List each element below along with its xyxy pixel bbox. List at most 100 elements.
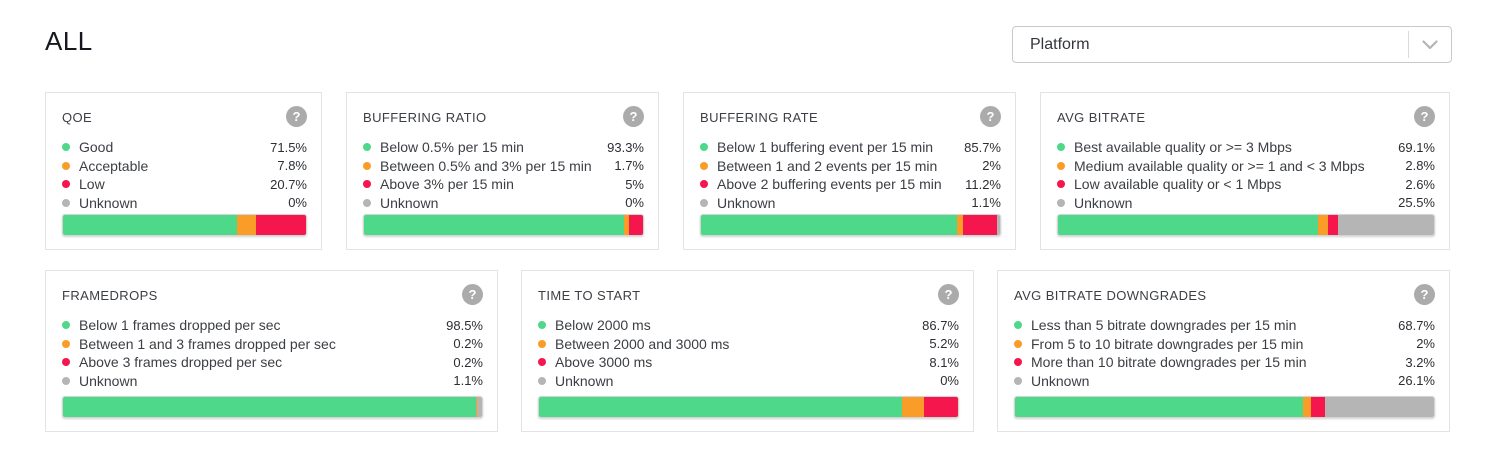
legend-value: 85.7% bbox=[964, 139, 1001, 155]
legend-label: Below 1 buffering event per 15 min bbox=[717, 139, 934, 156]
bar-segment-good bbox=[63, 397, 476, 417]
bar-segment-bad bbox=[1311, 397, 1325, 417]
legend-row: Good 71.5% bbox=[62, 138, 307, 157]
help-icon[interactable]: ? bbox=[980, 106, 1001, 127]
good-dot-icon bbox=[1014, 321, 1022, 330]
legend-value: 2% bbox=[1416, 336, 1435, 352]
legend-label: Less than 5 bitrate downgrades per 15 mi… bbox=[1031, 317, 1297, 334]
card-title: AVG BITRATE DOWNGRADES bbox=[1014, 288, 1207, 303]
legend-row: Low 20.7% bbox=[62, 175, 307, 194]
legend-value: 98.5% bbox=[446, 317, 483, 333]
help-icon[interactable]: ? bbox=[938, 284, 959, 305]
chevron-down-icon[interactable] bbox=[1409, 39, 1451, 50]
legend-value: 2% bbox=[982, 158, 1001, 174]
bad-dot-icon bbox=[363, 180, 371, 189]
legend-value: 0% bbox=[625, 195, 644, 211]
help-icon[interactable]: ? bbox=[623, 106, 644, 127]
good-dot-icon bbox=[538, 321, 546, 330]
bar-segment-bad bbox=[924, 397, 958, 417]
legend-row: Unknown 25.5% bbox=[1057, 194, 1435, 213]
metric-card-avg-bitrate-downgrades: AVG BITRATE DOWNGRADES ? Less than 5 bit… bbox=[997, 270, 1450, 432]
bar-segment-bad bbox=[1328, 215, 1339, 235]
legend-value: 86.7% bbox=[922, 317, 959, 333]
legend: Less than 5 bitrate downgrades per 15 mi… bbox=[1014, 316, 1435, 390]
bar-segment-unknown bbox=[1324, 397, 1434, 417]
legend-label: Above 3 frames dropped per sec bbox=[79, 354, 283, 371]
legend-row: Less than 5 bitrate downgrades per 15 mi… bbox=[1014, 316, 1435, 335]
card-title: AVG BITRATE bbox=[1057, 110, 1146, 125]
legend-value: 2.8% bbox=[1405, 158, 1435, 174]
legend-value: 0.2% bbox=[453, 354, 483, 370]
bar-segment-unknown bbox=[1338, 215, 1434, 235]
legend-value: 26.1% bbox=[1398, 373, 1435, 389]
bad-dot-icon bbox=[1014, 358, 1022, 367]
legend-row: Below 2000 ms 86.7% bbox=[538, 316, 959, 335]
bad-dot-icon bbox=[1057, 180, 1065, 189]
legend: Below 1 frames dropped per sec 98.5% Betw… bbox=[62, 316, 483, 390]
legend-label: More than 10 bitrate downgrades per 15 m… bbox=[1031, 354, 1307, 371]
bad-dot-icon bbox=[62, 180, 70, 189]
legend-label: Between 1 and 2 events per 15 min bbox=[717, 157, 938, 174]
legend-label: Unknown bbox=[717, 194, 776, 211]
legend-value: 20.7% bbox=[270, 176, 307, 192]
distribution-bar bbox=[62, 214, 307, 236]
legend-row: Unknown 0% bbox=[538, 372, 959, 391]
card-title: QOE bbox=[62, 110, 93, 125]
bad-dot-icon bbox=[700, 180, 708, 189]
dropdown-divider bbox=[1408, 31, 1409, 58]
legend-label: Below 0.5% per 15 min bbox=[380, 139, 524, 156]
metric-card-buffering-ratio: BUFFERING RATIO ? Below 0.5% per 15 min 9… bbox=[346, 92, 659, 250]
legend-row: Below 1 frames dropped per sec 98.5% bbox=[62, 316, 483, 335]
distribution-bar bbox=[62, 396, 483, 418]
legend-label: Unknown bbox=[555, 372, 614, 389]
help-icon[interactable]: ? bbox=[1414, 106, 1435, 127]
help-icon[interactable]: ? bbox=[286, 106, 307, 127]
metric-card-framedrops: FRAMEDROPS ? Below 1 frames dropped per … bbox=[45, 270, 498, 432]
help-icon[interactable]: ? bbox=[1414, 284, 1435, 305]
legend-row: Between 0.5% and 3% per 15 min 1.7% bbox=[363, 157, 644, 176]
legend-label: Low bbox=[79, 176, 105, 193]
legend-label: Good bbox=[79, 139, 114, 156]
unknown-dot-icon bbox=[538, 376, 546, 385]
legend-label: Low available quality or < 1 Mbps bbox=[1074, 176, 1282, 193]
platform-dropdown[interactable]: Platform bbox=[1012, 26, 1452, 63]
metric-card-qoe: QOE ? Good 71.5% Acceptable 7.8% Low 20.7% … bbox=[45, 92, 322, 250]
distribution-bar bbox=[363, 214, 644, 236]
legend-value: 0% bbox=[288, 195, 307, 211]
good-dot-icon bbox=[363, 143, 371, 152]
legend-value: 25.5% bbox=[1398, 195, 1435, 211]
metric-card-avg-bitrate: AVG BITRATE ? Best available quality or … bbox=[1040, 92, 1450, 250]
bar-segment-warn bbox=[902, 397, 925, 417]
legend-value: 69.1% bbox=[1398, 139, 1435, 155]
legend-row: Acceptable 7.8% bbox=[62, 157, 307, 176]
help-icon[interactable]: ? bbox=[462, 284, 483, 305]
legend-value: 1.7% bbox=[614, 158, 644, 174]
legend-row: Below 0.5% per 15 min 93.3% bbox=[363, 138, 644, 157]
warn-dot-icon bbox=[62, 339, 70, 348]
legend-row: Unknown 26.1% bbox=[1014, 372, 1435, 391]
bar-segment-bad bbox=[963, 215, 997, 235]
legend-row: Above 3 frames dropped per sec 0.2% bbox=[62, 353, 483, 372]
legend-value: 2.6% bbox=[1405, 176, 1435, 192]
bar-segment-good bbox=[63, 215, 237, 235]
unknown-dot-icon bbox=[62, 198, 70, 207]
card-title: TIME TO START bbox=[538, 288, 641, 303]
metric-card-time-to-start: TIME TO START ? Below 2000 ms 86.7% Betwe… bbox=[521, 270, 974, 432]
legend-label: Above 3% per 15 min bbox=[380, 176, 514, 193]
warn-dot-icon bbox=[700, 161, 708, 170]
legend-value: 3.2% bbox=[1405, 354, 1435, 370]
legend-row: From 5 to 10 bitrate downgrades per 15 m… bbox=[1014, 335, 1435, 354]
metrics-row-top: QOE ? Good 71.5% Acceptable 7.8% Low 20.7% … bbox=[0, 92, 1494, 250]
legend-value: 0.2% bbox=[453, 336, 483, 352]
legend-label: From 5 to 10 bitrate downgrades per 15 m… bbox=[1031, 335, 1304, 352]
bar-segment-good bbox=[1058, 215, 1318, 235]
legend-row: Unknown 1.1% bbox=[62, 372, 483, 391]
legend-row: Above 2 buffering events per 15 min 11.2% bbox=[700, 175, 1001, 194]
good-dot-icon bbox=[62, 143, 70, 152]
bad-dot-icon bbox=[62, 358, 70, 367]
legend-value: 93.3% bbox=[607, 139, 644, 155]
legend-label: Below 1 frames dropped per sec bbox=[79, 317, 281, 334]
good-dot-icon bbox=[1057, 143, 1065, 152]
legend-label: Between 0.5% and 3% per 15 min bbox=[380, 157, 592, 174]
legend-label: Medium available quality or >= 1 and < 3… bbox=[1074, 157, 1365, 174]
